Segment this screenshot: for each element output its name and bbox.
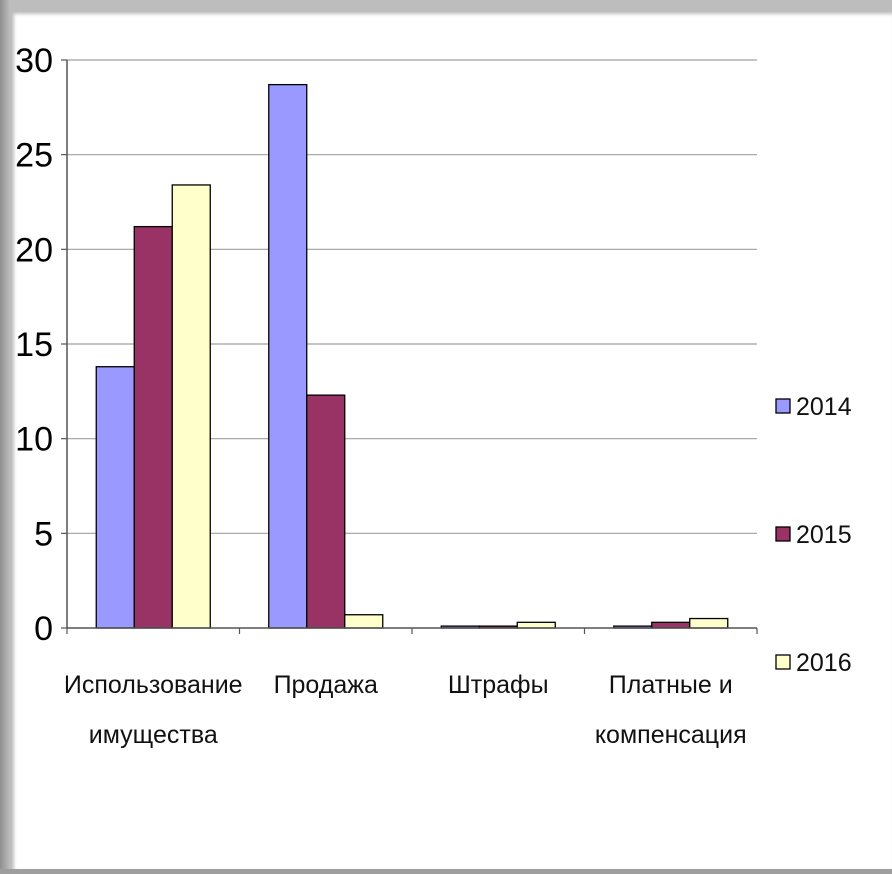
bar-2016-0 [171,184,211,629]
bar-2016-3 [689,617,729,629]
bar-2016-2 [516,621,556,629]
bar-2015-1 [306,394,346,629]
legend-label-2014: 2014 [796,393,852,421]
bar-2015-0 [133,225,173,629]
x-category-label: имущества [89,721,218,749]
bar-2016-1 [344,614,384,629]
y-tick-label: 25 [15,137,53,175]
legend-label-2016: 2016 [796,649,852,677]
bar-series [95,83,729,629]
legend-swatch-2016 [775,654,791,670]
legend-swatch-2014 [775,398,791,414]
legend: 2014 2015 2016 [775,393,852,677]
x-category-label: Штрафы [448,671,549,699]
y-axis: 0 5 10 15 20 25 30 [15,42,68,648]
bar-2014-0 [95,366,135,629]
x-category-label: Платные и [609,671,733,699]
y-tick-label: 10 [15,421,53,459]
bar-2014-1 [268,83,308,629]
y-tick-label: 0 [34,610,53,648]
x-category-label: Продажа [274,671,378,699]
chart-panel: 0 5 10 15 20 25 30 Использование имущества Прода… [12,12,892,869]
x-axis: Использование имущества Продажа Штрафы Платн… [64,627,758,749]
y-tick-label: 5 [34,515,53,553]
legend-swatch-2015 [775,526,791,542]
y-tick-label: 20 [15,231,53,269]
y-tick-label: 30 [15,42,53,80]
bar-2015-3 [651,621,691,629]
bar-chart: 0 5 10 15 20 25 30 Использование имущества Прода… [15,42,852,749]
x-category-label: компенсация [595,721,747,749]
y-tick-label: 15 [15,326,53,364]
legend-label-2015: 2015 [796,521,852,549]
x-category-label: Использование [64,671,243,699]
